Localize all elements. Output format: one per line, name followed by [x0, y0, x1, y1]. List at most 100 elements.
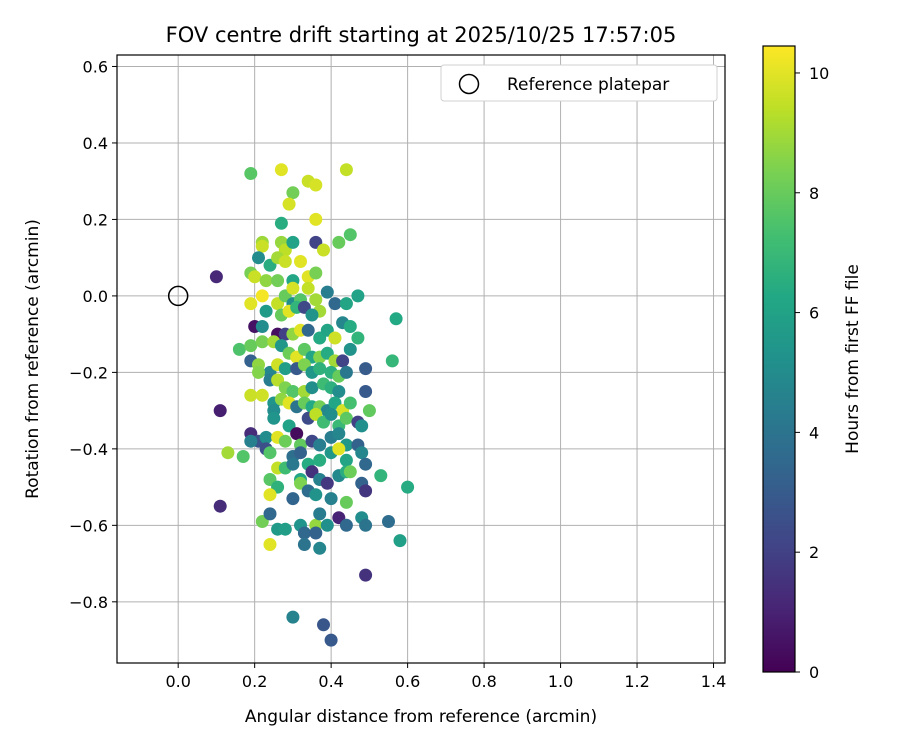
scatter-point — [274, 216, 288, 230]
scatter-point — [286, 610, 300, 624]
scatter-point — [343, 396, 357, 410]
scatter-point — [244, 339, 258, 353]
scatter-points — [209, 163, 415, 647]
scatter-point — [382, 515, 395, 528]
scatter-point — [336, 354, 350, 368]
scatter-point — [324, 407, 338, 421]
scatter-point — [401, 480, 415, 494]
scatter-point — [317, 243, 330, 257]
scatter-point — [339, 411, 353, 425]
scatter-point — [339, 365, 353, 379]
scatter-point — [309, 488, 323, 502]
scatter-point — [252, 251, 265, 265]
scatter-point — [343, 465, 357, 479]
scatter-point — [374, 469, 388, 483]
y-tick-label: 0.0 — [83, 287, 108, 306]
scatter-point — [209, 270, 223, 284]
scatter-point — [301, 323, 315, 337]
scatter-point — [286, 457, 300, 471]
scatter-point — [313, 362, 327, 376]
colorbar-tick-label: 0 — [809, 663, 819, 682]
scatter-point — [248, 270, 262, 284]
legend-open-circle-marker — [458, 73, 480, 95]
scatter-point — [324, 633, 338, 647]
y-tick-label: −0.6 — [69, 516, 108, 535]
reference-platepar-marker — [167, 285, 189, 307]
scatter-point — [362, 404, 376, 418]
x-axis-ticks: 0.0 0.2 0.4 0.6 0.8 1.0 1.2 1.4 — [165, 663, 726, 691]
chart-title: FOV centre drift starting at 2025/10/25 … — [166, 23, 677, 47]
scatter-point — [309, 526, 323, 540]
scatter-point — [244, 167, 258, 180]
scatter-point — [255, 239, 269, 253]
scatter-point — [271, 274, 285, 288]
scatter-point — [313, 541, 327, 555]
scatter-point — [359, 385, 373, 398]
scatter-point — [305, 381, 319, 395]
y-tick-label: 0.6 — [83, 57, 108, 76]
scatter-point — [359, 518, 373, 532]
colorbar-ticks: 0 2 4 6 8 10 — [795, 64, 829, 682]
scatter-point — [332, 427, 346, 441]
scatter-point — [343, 320, 357, 333]
scatter-point — [232, 342, 246, 356]
x-tick-label: 0.2 — [242, 672, 267, 691]
scatter-point — [255, 320, 269, 333]
scatter-point — [259, 304, 273, 318]
scatter-point — [252, 365, 265, 379]
y-tick-label: 0.2 — [83, 210, 108, 229]
scatter-point — [328, 297, 342, 311]
colorbar-tick-label: 8 — [809, 184, 819, 203]
colorbar-tick-label: 2 — [809, 543, 819, 562]
scatter-point — [355, 419, 369, 433]
scatter-point — [244, 297, 258, 311]
scatter-point — [317, 618, 330, 632]
scatter-point — [301, 281, 315, 295]
scatter-point — [278, 434, 292, 448]
scatter-point — [255, 335, 269, 349]
scatter-point — [332, 442, 346, 456]
scatter-point — [393, 534, 407, 548]
legend-box — [440, 64, 718, 102]
x-tick-label: 0.6 — [395, 672, 420, 691]
scatter-point — [278, 255, 292, 268]
scatter-point — [339, 297, 353, 311]
scatter-point — [286, 492, 300, 506]
colorbar-tick-label: 6 — [809, 304, 819, 323]
scatter-point — [339, 163, 353, 177]
y-tick-label: −0.8 — [69, 593, 108, 612]
legend-label-reference-platepar: Reference platepar — [507, 75, 669, 95]
y-axis-ticks: 0.6 0.4 0.2 0.0 −0.2 −0.4 −0.6 −0.8 — [69, 57, 117, 612]
scatter-point — [263, 507, 277, 521]
scatter-point — [385, 354, 399, 368]
scatter-point — [332, 235, 346, 249]
scatter-point — [332, 385, 346, 398]
colorbar: 0 2 4 6 8 10 Hours from first FF file — [762, 45, 863, 682]
scatter-point — [236, 450, 250, 463]
scatter-point — [286, 385, 300, 398]
scatter-point — [278, 362, 292, 376]
scatter-point — [282, 197, 296, 211]
scatter-point — [359, 362, 373, 376]
scatter-point — [313, 507, 327, 521]
scatter-point — [355, 446, 369, 460]
plot-area: 0.0 0.2 0.4 0.6 0.8 1.0 1.2 1.4 0.6 0.4 0.2 0.0 −0.… — [69, 54, 726, 691]
scatter-point — [343, 228, 357, 242]
scatter-point — [309, 293, 323, 307]
plot-frame — [116, 54, 726, 664]
scatter-point — [263, 538, 277, 551]
scatter-point — [244, 388, 258, 402]
x-tick-label: 1.2 — [624, 672, 649, 691]
scatter-point — [359, 484, 373, 498]
scatter-point — [221, 446, 235, 460]
colorbar-tick-label: 4 — [809, 423, 819, 442]
scatter-point — [313, 438, 327, 452]
scatter-point — [309, 266, 323, 280]
scatter-point — [313, 453, 327, 467]
colorbar-tick-label: 10 — [809, 64, 829, 83]
scatter-point — [297, 526, 311, 540]
scatter-point — [343, 342, 357, 356]
y-tick-label: 0.4 — [83, 134, 108, 153]
y-axis-label: Rotation from reference (arcmin) — [23, 219, 43, 499]
